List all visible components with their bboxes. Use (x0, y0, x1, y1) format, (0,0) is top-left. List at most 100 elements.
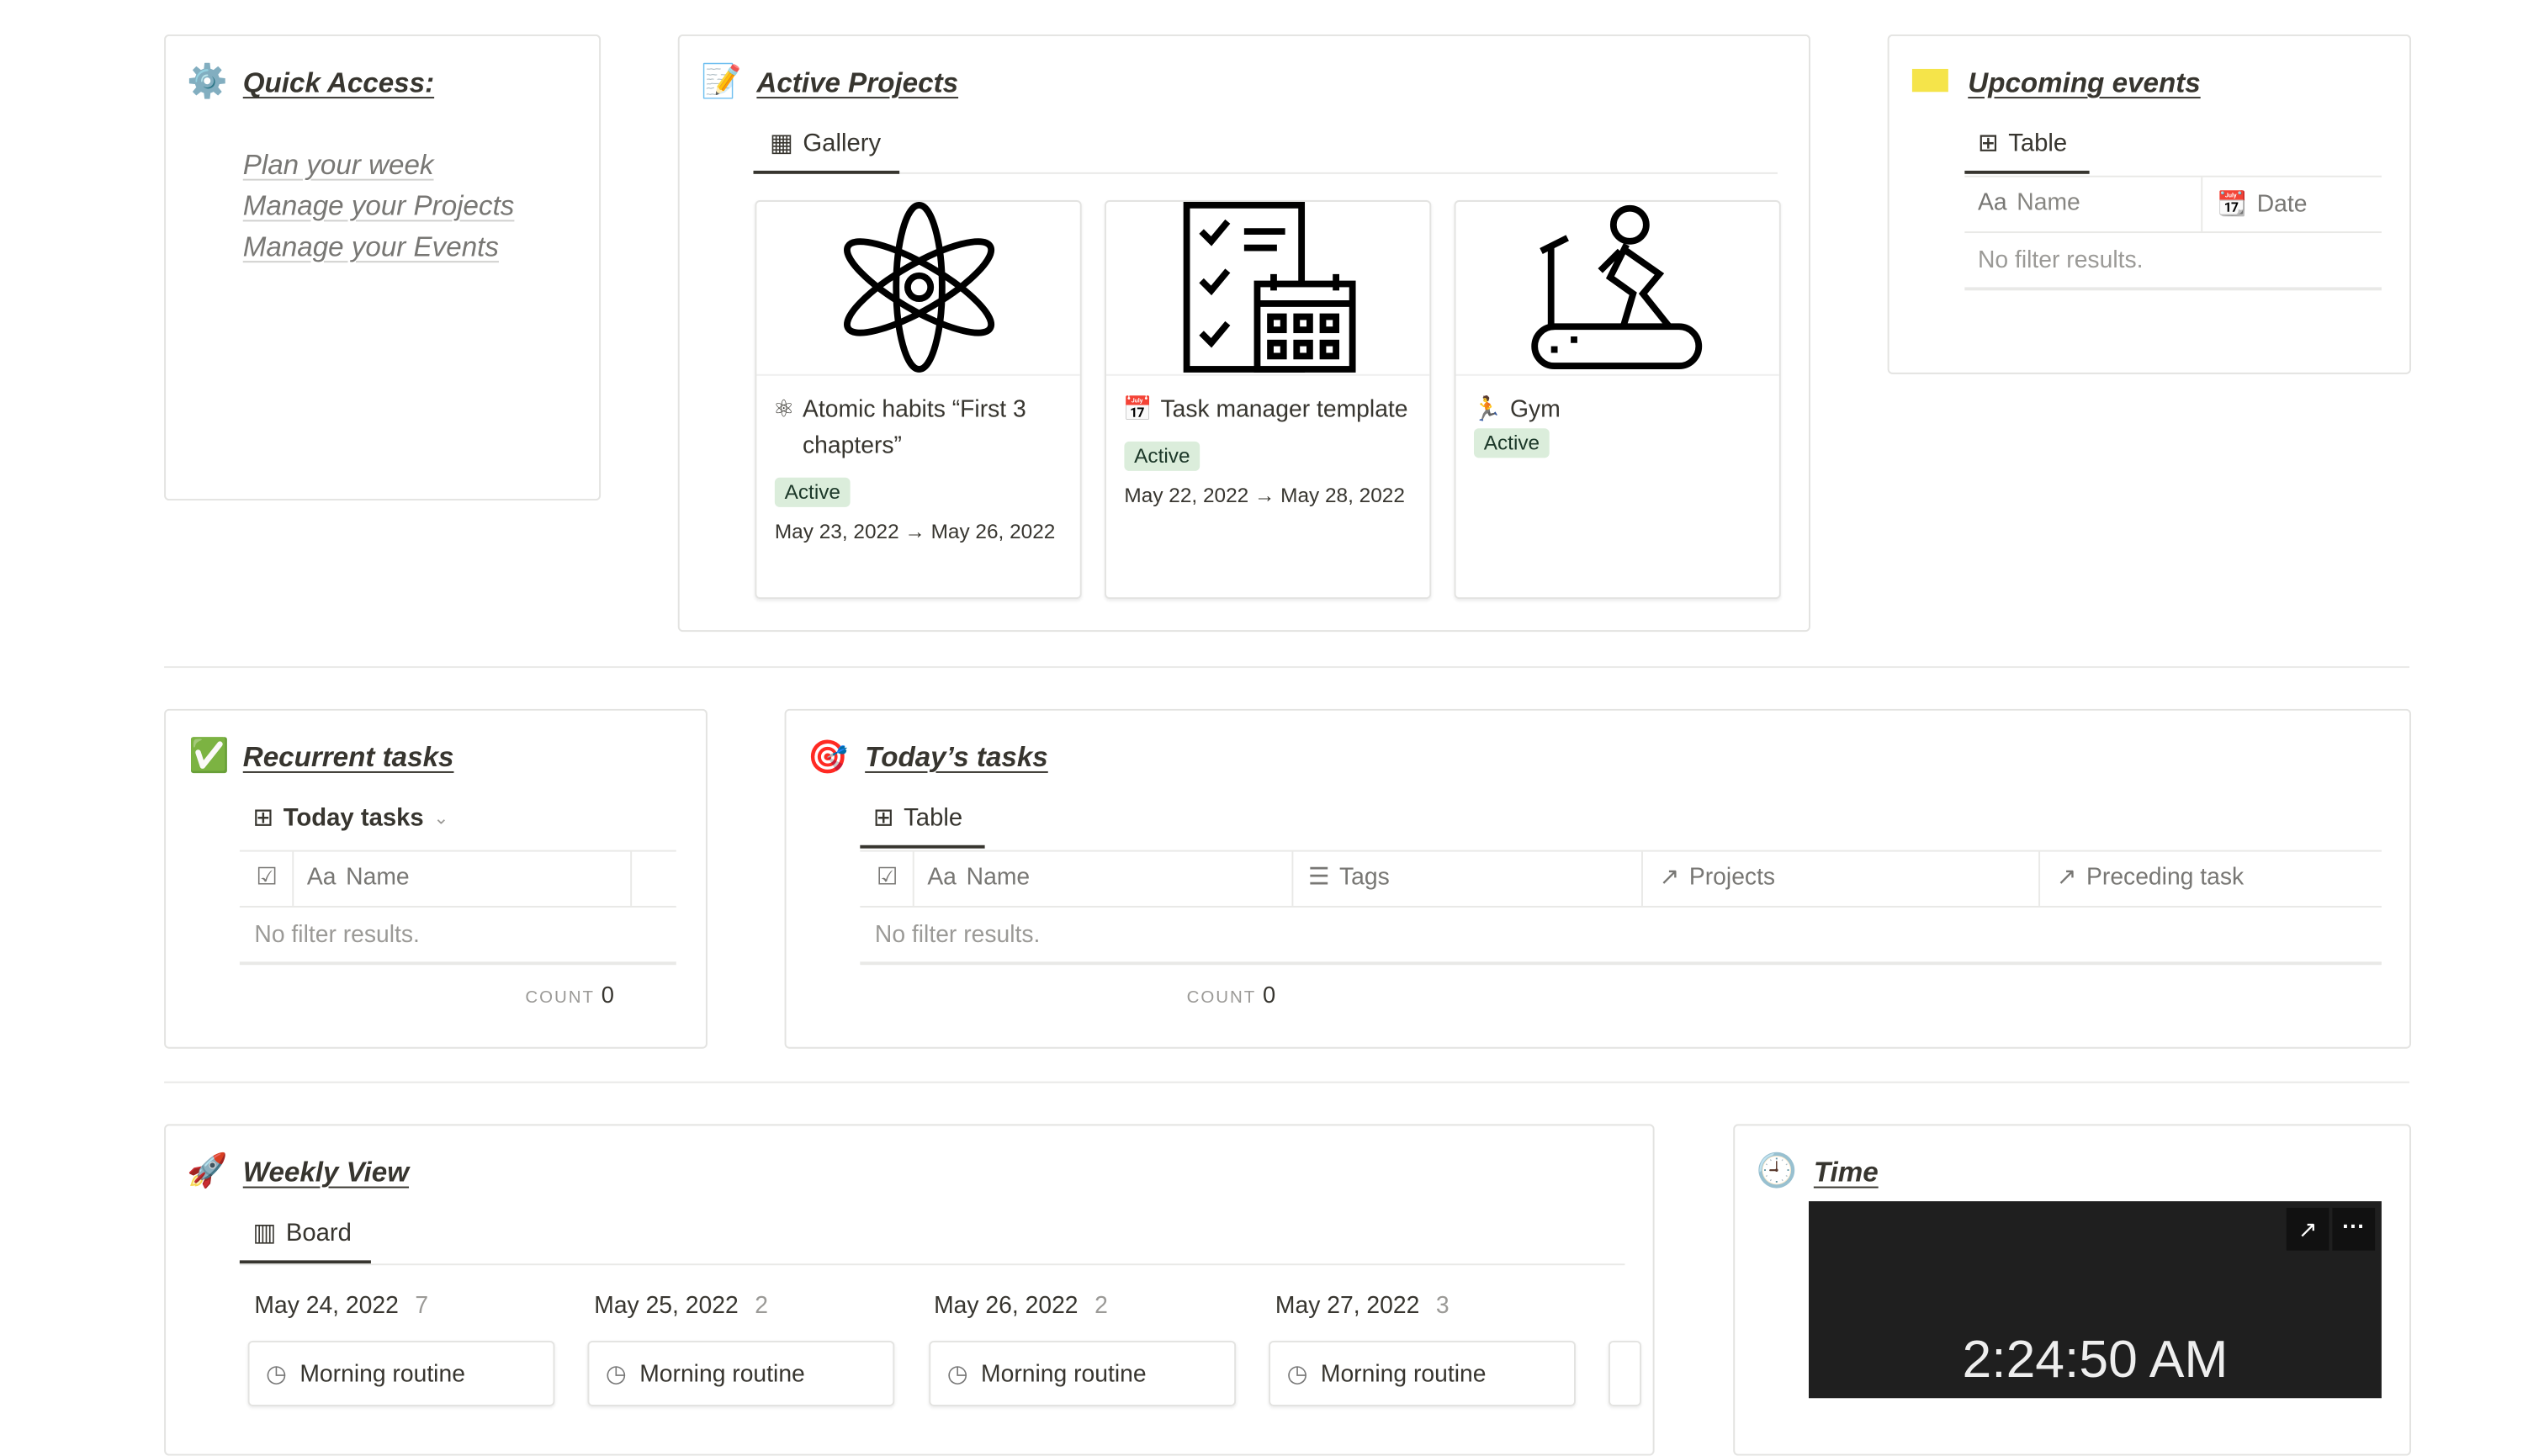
board-icon: ▥ (252, 1219, 277, 1247)
table-icon: ⊞ (872, 803, 894, 833)
column-header-projects[interactable]: ↗ Projects (1659, 865, 1776, 892)
date-range: May 22, 2022 → May 28, 2022 (1124, 484, 1405, 507)
clock-icon: 🕘 (1756, 1153, 1798, 1190)
tab-today-tasks[interactable]: ⊞ Today tasks ⌄ (252, 803, 449, 833)
clock-coffee-icon: ◷ (266, 1362, 287, 1389)
clock-embed[interactable]: ↗ ··· 2:24:50 AM (1809, 1201, 2382, 1399)
divider (630, 851, 633, 906)
column-header-preceding-task[interactable]: ↗ Preceding task (2056, 865, 2245, 892)
status-badge: Active (1124, 441, 1200, 471)
memo-icon: 📝 (701, 64, 742, 101)
calendar-icon: 📆 (2217, 192, 2248, 219)
tab-table[interactable]: ⊞ Table (1964, 128, 2090, 174)
upcoming-events-card (1887, 34, 2412, 374)
section-divider (164, 666, 2410, 669)
table-icon: ⊞ (252, 803, 273, 833)
runner-icon: 🏃 (1472, 397, 1503, 424)
divider (860, 961, 2382, 966)
ticket-icon (1911, 68, 1948, 93)
board-card[interactable]: ◷ Morning routine (1269, 1340, 1576, 1407)
manage-projects-link[interactable]: Manage your Projects (242, 190, 515, 222)
divider (239, 961, 676, 966)
column-header-name[interactable]: Aa Name (927, 865, 1031, 892)
divider (239, 1263, 1625, 1266)
clock-coffee-icon: ◷ (1286, 1362, 1308, 1389)
time-title[interactable]: Time (1813, 1157, 1879, 1189)
empty-state: No filter results. (254, 922, 420, 949)
tab-board[interactable]: ▥ Board (239, 1218, 371, 1264)
divider (1291, 851, 1294, 906)
tab-table[interactable]: ⊞ Table (860, 802, 985, 849)
list-icon: ☰ (1307, 865, 1330, 892)
gallery-icon: ▦ (770, 130, 793, 158)
divider (1964, 175, 2382, 177)
divider (860, 905, 2382, 908)
count-summary: COUNT 0 (1186, 981, 1276, 1008)
open-embed-button[interactable]: ↗ (2286, 1207, 2329, 1251)
column-header-name[interactable]: Aa Name (1977, 190, 2080, 217)
status-badge: Active (774, 477, 851, 507)
board-column-header[interactable]: May 25, 2022 2 (594, 1293, 768, 1320)
relation-arrow-icon: ↗ (2056, 865, 2077, 892)
empty-state: No filter results. (874, 922, 1041, 949)
recurrent-tasks-title[interactable]: Recurrent tasks (242, 741, 454, 773)
divider (239, 905, 676, 908)
clock-coffee-icon: ◷ (605, 1362, 627, 1389)
quick-access-card (164, 34, 602, 501)
section-divider (164, 1081, 2410, 1083)
checklist-calendar-icon (1182, 201, 1355, 373)
gallery-card[interactable]: 📅 Task manager template Active May 22, 20… (1105, 200, 1432, 600)
divider (1964, 287, 2382, 291)
target-icon: 🎯 (807, 739, 849, 776)
empty-state: No filter results. (1977, 247, 2144, 274)
gallery-card[interactable]: 🏃 Gym Active (1454, 200, 1781, 600)
rocket-icon: 🚀 (187, 1153, 229, 1190)
treadmill-icon (1530, 204, 1702, 369)
chevron-down-icon: ⌄ (433, 807, 449, 829)
clock-time: 2:24:50 AM (1962, 1329, 2229, 1389)
board-card[interactable] (1608, 1340, 1641, 1407)
board-card[interactable]: ◷ Morning routine (247, 1340, 555, 1407)
todays-tasks-card (784, 708, 2412, 1049)
checkbox-column-icon: ☑ (256, 865, 278, 892)
board-card[interactable]: ◷ Morning routine (587, 1340, 895, 1407)
divider (1964, 231, 2382, 234)
more-options-button[interactable]: ··· (2332, 1207, 2376, 1251)
divider (753, 172, 1778, 174)
atom-icon: ⚛ (772, 397, 795, 424)
atom-icon (843, 201, 994, 373)
board-column-header[interactable]: May 24, 2022 7 (254, 1293, 429, 1320)
divider (2201, 177, 2203, 232)
todays-tasks-title[interactable]: Today’s tasks (865, 741, 1048, 773)
quick-access-title[interactable]: Quick Access: (242, 66, 435, 99)
calendar-icon: 📅 (1122, 397, 1153, 424)
board-card[interactable]: ◷ Morning routine (929, 1340, 1237, 1407)
recurrent-tasks-card (164, 708, 708, 1049)
status-badge: Active (1473, 428, 1550, 458)
divider (860, 850, 2382, 852)
table-icon: ⊞ (1977, 130, 1999, 158)
column-header-date[interactable]: 📆 Date (2217, 191, 2308, 219)
check-mark-icon: ✅ (188, 738, 230, 775)
board-column-header[interactable]: May 27, 2022 3 (1275, 1293, 1450, 1320)
upcoming-events-title[interactable]: Upcoming events (1968, 66, 2201, 99)
divider (2038, 851, 2041, 906)
divider (292, 851, 294, 906)
manage-events-link[interactable]: Manage your Events (242, 231, 499, 263)
board-column-header[interactable]: May 26, 2022 2 (934, 1293, 1108, 1320)
arrow-up-right-icon: ↗ (2298, 1215, 2318, 1242)
count-summary: COUNT 0 (525, 981, 614, 1008)
relation-arrow-icon: ↗ (1659, 865, 1680, 892)
divider (1641, 851, 1643, 906)
tab-gallery[interactable]: ▦ Gallery (753, 128, 900, 174)
gear-icon: ⚙️ (187, 64, 229, 101)
divider (239, 850, 676, 852)
gallery-card[interactable]: ⚛ Atomic habits “First 3 chapters” Active… (755, 200, 1082, 600)
active-projects-title[interactable]: Active Projects (756, 66, 959, 99)
divider (912, 851, 914, 906)
column-header-name[interactable]: Aa Name (306, 865, 410, 892)
weekly-view-title[interactable]: Weekly View (242, 1157, 410, 1189)
column-header-tags[interactable]: ☰ Tags (1307, 865, 1390, 892)
plan-week-link[interactable]: Plan your week (242, 149, 434, 181)
clock-coffee-icon: ◷ (946, 1362, 968, 1389)
